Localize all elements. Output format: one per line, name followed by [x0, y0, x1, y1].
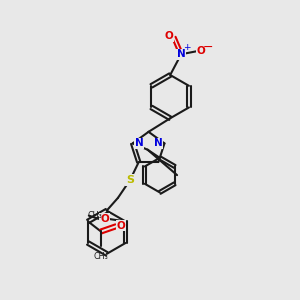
Text: N: N — [135, 138, 143, 148]
Text: +: + — [183, 44, 190, 52]
Text: −: − — [203, 41, 214, 54]
Text: O: O — [164, 31, 173, 41]
Text: N: N — [154, 138, 163, 148]
Text: O: O — [197, 46, 206, 56]
Text: O: O — [117, 221, 125, 231]
Text: S: S — [126, 175, 134, 185]
Text: O: O — [100, 214, 109, 224]
Text: CH₃: CH₃ — [94, 252, 108, 261]
Text: N: N — [177, 49, 185, 59]
Text: CH₃: CH₃ — [87, 211, 102, 220]
